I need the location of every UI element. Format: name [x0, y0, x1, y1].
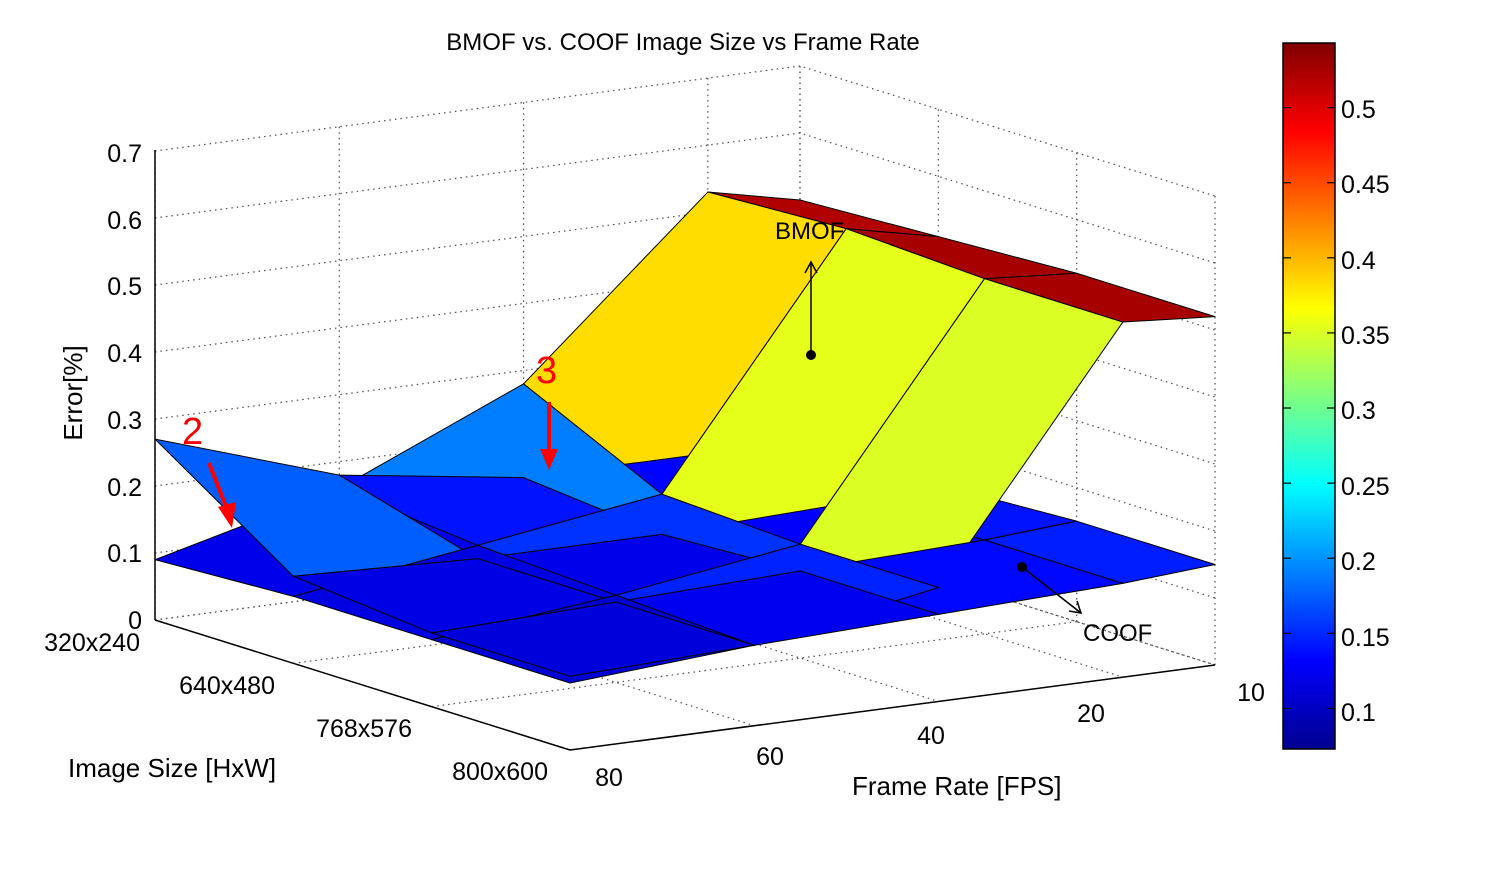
- red-marker-label: 3: [536, 350, 557, 392]
- bmof-annotation-dot: [806, 350, 816, 360]
- z-tick-label: 0.5: [107, 273, 142, 301]
- z-tick-label: 0.1: [107, 540, 142, 568]
- image-size-axis-label: Image Size [HxW]: [68, 753, 276, 783]
- frame-rate-tick-label: 20: [1077, 700, 1105, 728]
- z-tick-label: 0.3: [107, 407, 142, 435]
- colorbar-tick-label: 0.3: [1341, 397, 1376, 425]
- grid-line: [155, 66, 1215, 196]
- z-tick-label: 0.4: [107, 340, 142, 368]
- chart-title: BMOF vs. COOF Image Size vs Frame Rate: [446, 29, 919, 56]
- frame-rate-axis-line: [570, 665, 1215, 750]
- frame-rate-tick-label: 10: [1237, 679, 1265, 707]
- error-tick-labels: 0 0.1 0.2 0.3 0.4 0.5 0.6 0.7: [107, 140, 142, 635]
- colorbar: 0.1 0.15 0.2 0.25 0.3 0.35 0.4 0.45 0.5: [1283, 43, 1390, 749]
- z-tick-label: 0.7: [107, 140, 142, 168]
- red-marker-label: 2: [182, 411, 203, 453]
- colorbar-tick-label: 0.35: [1341, 322, 1390, 350]
- red-arrow-2-head: [218, 502, 236, 528]
- colorbar-tick-label: 0.5: [1341, 96, 1376, 124]
- colorbar-tick-label: 0.2: [1341, 548, 1376, 576]
- surface-patches: [155, 192, 1215, 683]
- colorbar-tick-label: 0.1: [1341, 699, 1376, 727]
- frame-rate-tick-label: 60: [756, 743, 784, 771]
- colorbar-tick-label: 0.15: [1341, 624, 1390, 652]
- frame-rate-tick-label: 80: [595, 764, 623, 792]
- coof-annotation-dot: [1017, 562, 1027, 572]
- z-tick-label: 0.2: [107, 474, 142, 502]
- image-size-tick-label: 800x600: [452, 758, 548, 786]
- colorbar-tick-label: 0.4: [1341, 247, 1376, 275]
- coof-annotation-label: COOF: [1083, 620, 1152, 647]
- colorbar-tick-label: 0.25: [1341, 473, 1390, 501]
- z-tick-label: 0.6: [107, 207, 142, 235]
- frame-rate-tick-label: 40: [917, 722, 945, 750]
- colorbar-tick-label: 0.45: [1341, 171, 1390, 199]
- z-axis-label: Error[%]: [58, 345, 88, 440]
- image-size-tick-label: 768x576: [316, 715, 412, 743]
- frame-rate-axis-label: Frame Rate [FPS]: [852, 771, 1062, 801]
- image-size-tick-label: 640x480: [179, 672, 275, 700]
- image-size-tick-label: 320x240: [44, 629, 140, 657]
- bmof-annotation-label: BMOF: [775, 218, 844, 245]
- colorbar-gradient: [1283, 43, 1335, 749]
